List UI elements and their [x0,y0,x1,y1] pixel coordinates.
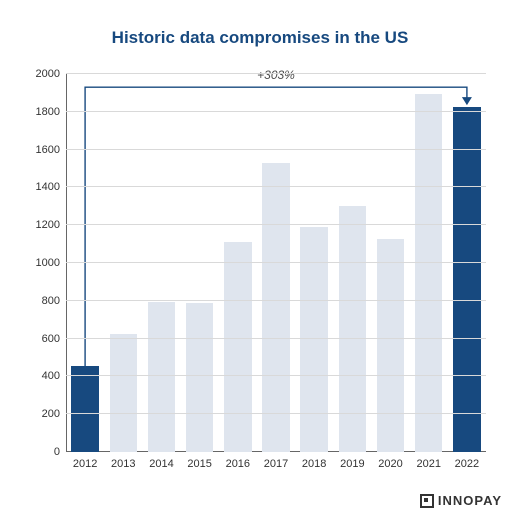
gridline [66,413,486,414]
y-tick-label: 0 [54,446,66,458]
x-tick-label: 2022 [455,452,479,470]
y-tick-label: 1400 [36,181,66,193]
x-tick-label: 2021 [416,452,440,470]
x-tick-label: 2013 [111,452,135,470]
x-tick-label: 2016 [226,452,250,470]
logo-text: INNOPAY [438,493,502,508]
y-tick-label: 1600 [36,144,66,156]
y-tick-label: 400 [42,370,66,382]
gridline [66,73,486,74]
chart-container: Historic data compromises in the US +303… [0,0,520,520]
x-tick-label: 2019 [340,452,364,470]
x-tick-label: 2014 [149,452,173,470]
x-tick-label: 2018 [302,452,326,470]
gridline [66,111,486,112]
brand-logo: INNOPAY [420,493,502,508]
gridline [66,338,486,339]
plot-area: +303% 0200400600800100012001400160018002… [66,74,486,452]
y-tick-label: 1000 [36,257,66,269]
gridline [66,262,486,263]
y-tick-label: 200 [42,408,66,420]
chart-title: Historic data compromises in the US [0,28,520,48]
gridline [66,224,486,225]
gridline [66,186,486,187]
gridline [66,149,486,150]
growth-arrow [66,74,486,452]
gridline [66,300,486,301]
x-tick-label: 2020 [378,452,402,470]
y-tick-label: 800 [42,295,66,307]
growth-annotation: +303% [257,68,295,82]
x-tick-label: 2012 [73,452,97,470]
x-tick-label: 2017 [264,452,288,470]
y-tick-label: 1800 [36,106,66,118]
y-tick-label: 2000 [36,68,66,80]
y-tick-label: 600 [42,333,66,345]
gridline [66,375,486,376]
x-tick-label: 2015 [187,452,211,470]
logo-icon [420,494,434,508]
y-tick-label: 1200 [36,219,66,231]
